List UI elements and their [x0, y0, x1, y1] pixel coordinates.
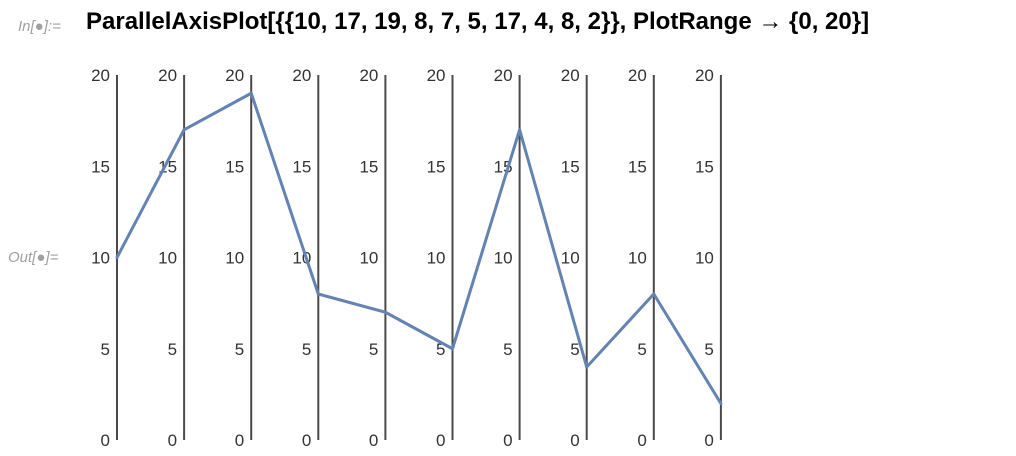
tick-label-axis-2-0: 0 — [168, 431, 177, 450]
data-point-6 — [451, 347, 454, 351]
data-point-5 — [383, 310, 387, 314]
data-point-7 — [518, 128, 522, 132]
tick-label-axis-4-0: 0 — [302, 431, 311, 450]
tick-label-axis-7-20: 20 — [494, 66, 513, 85]
tick-label-axis-1-5: 5 — [101, 340, 110, 359]
data-point-8 — [585, 365, 589, 369]
output-prompt-label: Out[●]= — [8, 249, 59, 266]
tick-label-axis-5-5: 5 — [369, 340, 378, 359]
tick-label-axis-6-15: 15 — [427, 157, 446, 176]
tick-label-axis-3-5: 5 — [235, 340, 244, 359]
tick-label-axis-1-15: 15 — [91, 157, 110, 176]
tick-label-axis-3-20: 20 — [225, 66, 244, 85]
tick-label-axis-2-20: 20 — [158, 66, 177, 85]
tick-label-axis-7-5: 5 — [503, 340, 512, 359]
tick-label-axis-8-10: 10 — [561, 249, 580, 268]
tick-label-axis-2-10: 10 — [158, 249, 177, 268]
tick-label-axis-6-0: 0 — [436, 431, 445, 450]
tick-label-axis-3-10: 10 — [225, 249, 244, 268]
tick-label-axis-9-5: 5 — [637, 340, 646, 359]
data-point-1 — [115, 256, 119, 259]
input-prompt-label: In[●]:= — [18, 18, 61, 35]
tick-label-axis-4-15: 15 — [292, 157, 311, 176]
tick-label-axis-7-10: 10 — [494, 249, 513, 268]
data-point-4 — [316, 292, 320, 296]
tick-label-axis-6-5: 5 — [436, 340, 445, 359]
tick-label-axis-4-20: 20 — [292, 66, 311, 85]
tick-label-axis-1-0: 0 — [101, 431, 110, 450]
tick-label-axis-1-10: 10 — [91, 249, 110, 268]
tick-label-axis-9-0: 0 — [637, 431, 646, 450]
tick-label-axis-3-15: 15 — [225, 157, 244, 176]
tick-label-axis-10-15: 15 — [695, 157, 714, 176]
data-point-2 — [182, 128, 186, 132]
tick-label-axis-8-20: 20 — [561, 66, 580, 85]
tick-label-axis-8-5: 5 — [570, 340, 579, 359]
tick-label-axis-6-20: 20 — [427, 66, 446, 85]
tick-label-axis-10-5: 5 — [704, 340, 713, 359]
tick-label-axis-5-10: 10 — [359, 249, 378, 268]
series-line-1 — [115, 91, 723, 405]
tick-label-axis-8-15: 15 — [561, 157, 580, 176]
tick-label-axis-9-15: 15 — [628, 157, 647, 176]
tick-label-axis-1-20: 20 — [91, 66, 110, 85]
tick-label-axis-4-5: 5 — [302, 340, 311, 359]
tick-label-axis-7-0: 0 — [503, 431, 512, 450]
tick-label-axis-10-10: 10 — [695, 249, 714, 268]
tick-label-axis-9-20: 20 — [628, 66, 647, 85]
tick-label-axis-3-0: 0 — [235, 431, 244, 450]
tick-label-axis-6-10: 10 — [427, 249, 446, 268]
tick-label-axis-5-15: 15 — [359, 157, 378, 176]
tick-label-axis-8-0: 0 — [570, 431, 579, 450]
input-code[interactable]: ParallelAxisPlot[{{10, 17, 19, 8, 7, 5, … — [86, 8, 870, 35]
tick-label-axis-5-20: 20 — [359, 66, 378, 85]
tick-label-axis-9-10: 10 — [628, 249, 647, 268]
tick-label-axis-2-5: 5 — [168, 340, 177, 359]
tick-label-axis-5-0: 0 — [369, 431, 378, 450]
tick-label-axis-10-20: 20 — [695, 66, 714, 85]
data-point-9 — [652, 292, 656, 296]
tick-label-axis-10-0: 0 — [704, 431, 713, 450]
data-point-3 — [249, 91, 253, 95]
data-point-10 — [719, 402, 723, 405]
